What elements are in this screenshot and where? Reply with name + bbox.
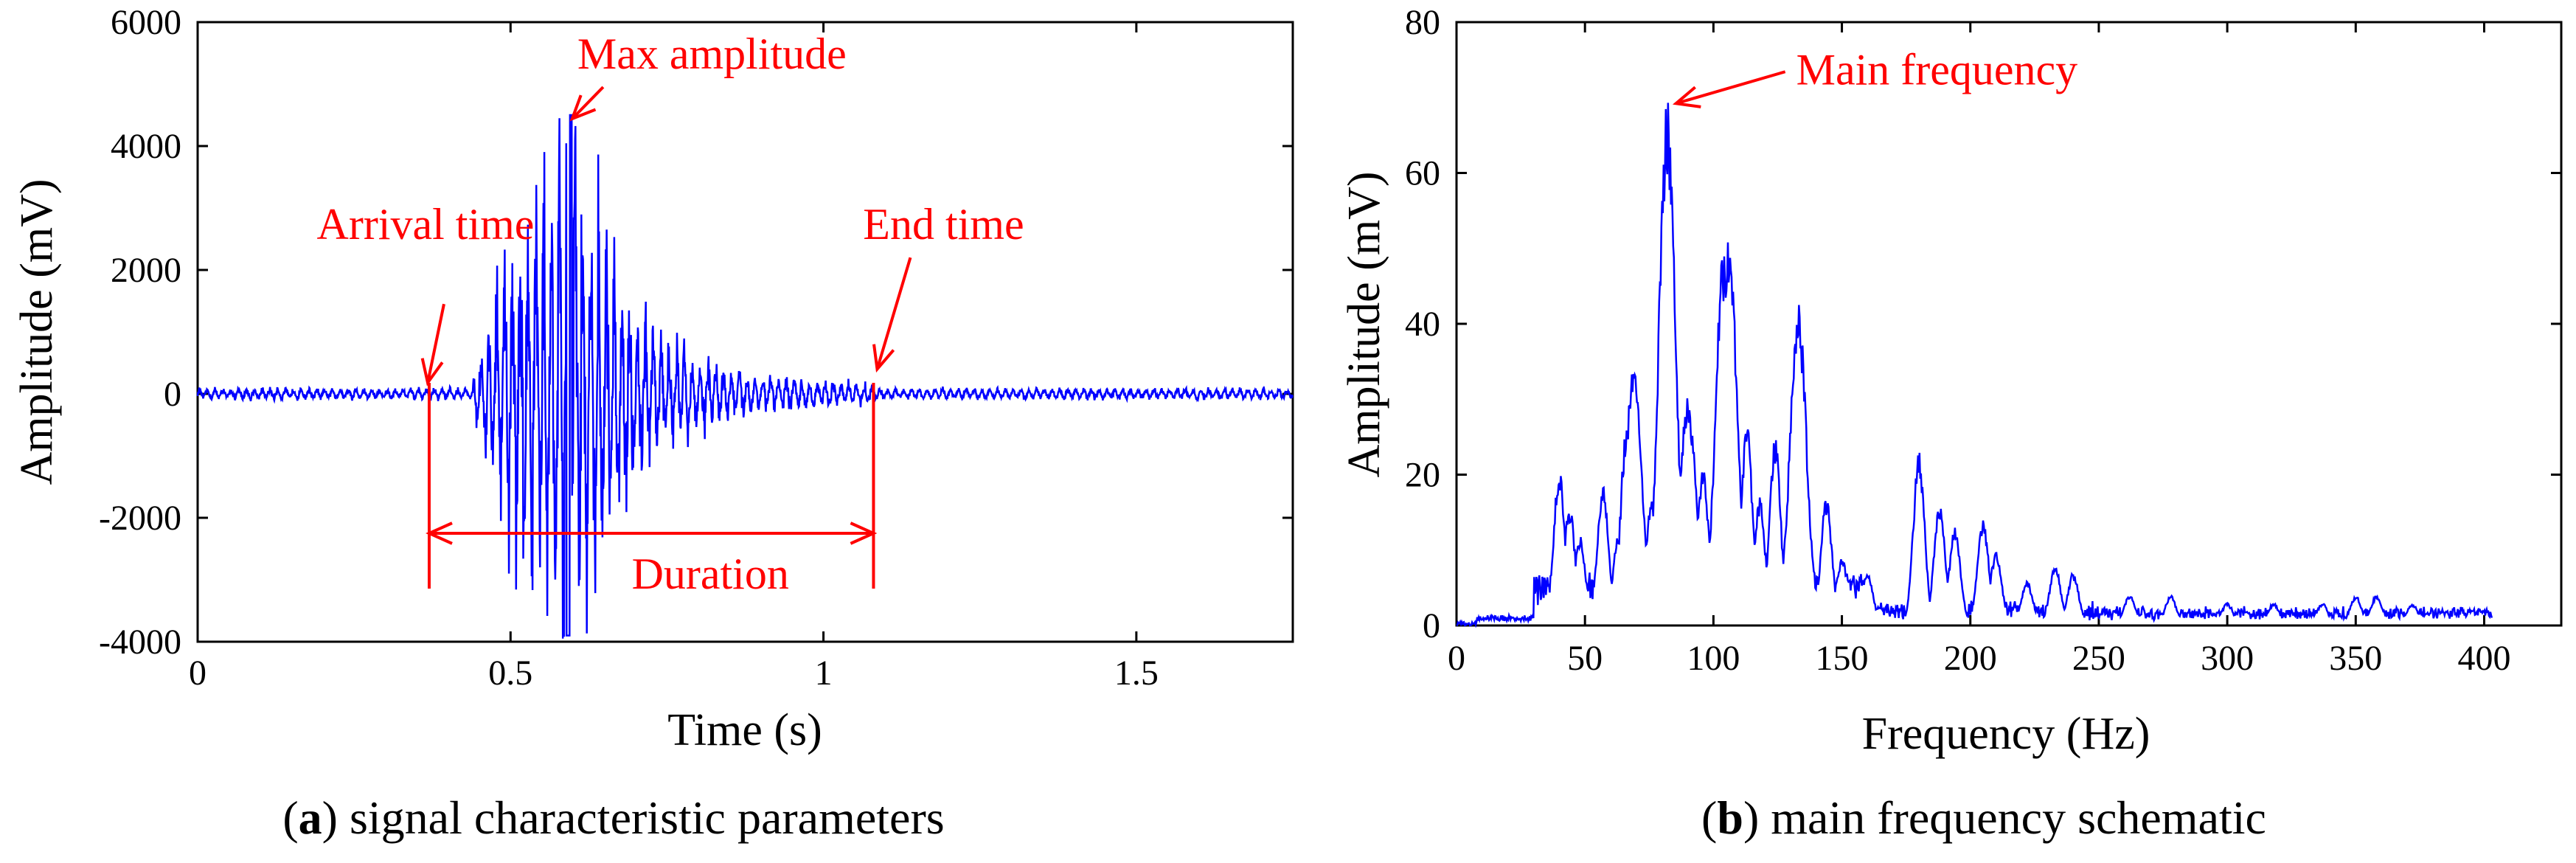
- panel-a-y-tick-label: 4000: [111, 127, 181, 166]
- panel-b-y-tick-label: 60: [1405, 154, 1440, 193]
- end-time-arrow-head: [872, 344, 895, 373]
- duration-arrow-left-head: [426, 521, 453, 545]
- panel-a-x-tick-label: 0.5: [488, 654, 532, 693]
- max-amplitude-label: Max amplitude: [577, 30, 847, 78]
- panel-b-annotations: Main frequency: [1672, 45, 2078, 108]
- panel-b-x-tick-label: 300: [2201, 639, 2254, 678]
- arrival-time-arrow-head: [420, 358, 444, 387]
- panel-a-signal-line: [196, 114, 1294, 639]
- arrival-time-label: Arrival time: [317, 200, 535, 249]
- panel-b-y-tick-label: 0: [1423, 606, 1440, 645]
- panel-a-y-tick-label: 6000: [111, 3, 181, 42]
- panel-a-y-tick-label: 0: [164, 375, 181, 414]
- panel-b-spectrum-chart: 0 50 100 150 200 250 300 350 400 0 20 40 60 80 Main …: [1339, 3, 2563, 844]
- panel-a-y-axis-label: Amplitude (mV): [12, 179, 62, 485]
- panel-b-x-tick-label: 150: [1816, 639, 1869, 678]
- panel-b-y-tick-label: 80: [1405, 3, 1440, 42]
- panel-b-x-tick-label: 50: [1567, 639, 1603, 678]
- duration-arrow-right-head: [850, 521, 878, 545]
- panel-a-x-tick-label: 1: [815, 654, 833, 693]
- panel-a-y-tick-label: 2000: [111, 251, 181, 290]
- panel-b-y-tick-label: 20: [1405, 456, 1440, 495]
- panel-a-x-tick-label: 0: [189, 654, 206, 693]
- panel-b-x-tick-label: 250: [2072, 639, 2125, 678]
- panel-b-x-ticks: 0 50 100 150 200 250 300 350 400: [1448, 22, 2510, 678]
- panel-a-x-tick-label: 1.5: [1114, 654, 1159, 693]
- panel-b-spectrum-line: [1456, 103, 2493, 628]
- panel-a-x-ticks: 0 0.5 1 1.5: [189, 22, 1159, 693]
- panel-b-x-tick-label: 400: [2457, 639, 2510, 678]
- panel-a-y-tick-label: -4000: [99, 623, 181, 662]
- panel-a-caption: (a) signal characteristic parameters: [282, 791, 944, 844]
- panel-a-y-ticks: -4000 -2000 0 2000 4000 6000: [99, 3, 1293, 662]
- panel-b-y-axis-label: Amplitude (mV): [1339, 172, 1389, 478]
- panel-b-x-tick-label: 350: [2329, 639, 2382, 678]
- panel-b-y-ticks: 0 20 40 60 80: [1405, 3, 2561, 645]
- end-time-label: End time: [863, 200, 1024, 249]
- main-frequency-arrow-head: [1672, 86, 1701, 108]
- panel-a-x-axis-label: Time (s): [667, 705, 822, 755]
- panel-b-caption: (b) main frequency schematic: [1701, 791, 2266, 844]
- panel-b-x-tick-label: 100: [1687, 639, 1740, 678]
- max-amplitude-arrow-head: [569, 94, 597, 122]
- main-frequency-arrow: [1676, 70, 1786, 105]
- panel-a-annotations: Duration Arrival time End time Max amplitud…: [317, 30, 1024, 598]
- panel-b-x-tick-label: 200: [1944, 639, 1997, 678]
- panel-a-caption-letter: a: [299, 791, 322, 844]
- panel-b-caption-letter: b: [1717, 791, 1743, 844]
- panel-b-x-tick-label: 0: [1448, 639, 1465, 678]
- panel-a-caption-text: signal characteristic parameters: [338, 791, 945, 844]
- arrival-time-arrow: [426, 303, 445, 384]
- end-time-arrow: [875, 257, 912, 370]
- main-frequency-label: Main frequency: [1796, 45, 2078, 94]
- panel-b-x-axis-label: Frequency (Hz): [1862, 709, 2150, 759]
- max-amplitude-arrow: [571, 86, 605, 120]
- panel-b-caption-text: main frequency schematic: [1759, 791, 2266, 844]
- panel-b-plot-frame: [1455, 21, 2563, 627]
- panel-b-y-tick-label: 40: [1405, 305, 1440, 344]
- panel-a-y-tick-label: -2000: [99, 499, 181, 538]
- duration-label: Duration: [632, 550, 789, 598]
- panel-a-plot-frame: [196, 21, 1294, 643]
- panel-a-signal-chart: 0 0.5 1 1.5 -4000 -2000 0 2000 4000 6000 Duratio…: [12, 3, 1294, 844]
